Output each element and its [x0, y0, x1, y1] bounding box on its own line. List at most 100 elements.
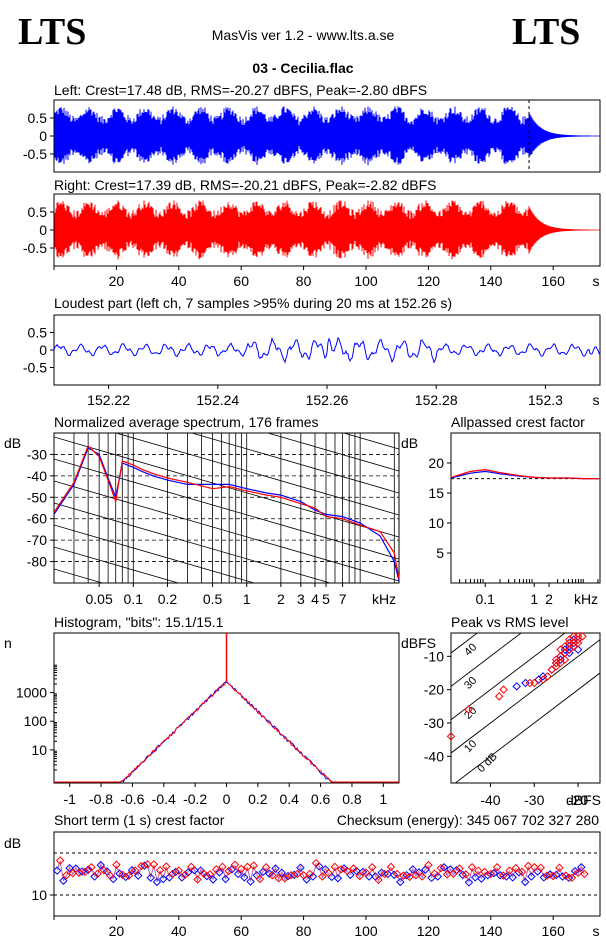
crest-point-right: [155, 865, 165, 875]
x-tick-label: 152.28: [415, 392, 458, 408]
short-term-crest-frame: [53, 831, 601, 917]
x-tick-label: 1: [243, 591, 251, 607]
slope-line: [190, 433, 399, 494]
x-unit-label: s: [593, 273, 600, 289]
crest-point-right: [505, 866, 514, 875]
y-tick-label: 0: [39, 222, 47, 238]
y-tick-label: 10: [31, 742, 47, 758]
x-tick-label: 160: [542, 923, 566, 939]
crest-point-right: [436, 863, 446, 873]
scatter-point-right: [543, 672, 552, 681]
x-tick-label: 60: [233, 923, 249, 939]
file-title: 03 - Cecilia.flac: [252, 60, 353, 76]
y-tick-label: -20: [424, 682, 444, 698]
x-tick-label: 0.4: [279, 791, 299, 807]
scatter-point-right: [494, 692, 504, 701]
lts-logo-right: LTS: [512, 11, 580, 53]
scatter-point-right: [573, 632, 583, 641]
x-tick-label: -30: [524, 792, 544, 808]
x-tick-label: 152.24: [196, 392, 239, 408]
x-tick-label: 120: [417, 273, 441, 289]
crest-point-left: [464, 878, 474, 887]
y-tick-label: 20: [428, 455, 444, 471]
x-tick-label: 5: [322, 591, 330, 607]
crest-point-right: [367, 863, 377, 872]
crest-point-right: [299, 871, 308, 880]
crest-point-right: [343, 866, 352, 876]
crest-point-left: [377, 868, 386, 877]
crest-point-right: [517, 867, 527, 877]
crest-point-left: [146, 873, 155, 883]
y-tick-label: 5: [436, 545, 444, 561]
checksum-annotation: Checksum (energy): 345 067 702 327 280: [337, 812, 599, 828]
short-term-ylabel: dB: [4, 835, 21, 851]
crest-point-right: [567, 873, 577, 883]
crest-point-right: [99, 865, 109, 875]
x-tick-label: 160: [542, 273, 566, 289]
crest-point-right: [74, 868, 84, 877]
crest-point-right: [80, 867, 90, 877]
crest-point-left: [477, 874, 486, 883]
crest-point-right: [405, 872, 414, 882]
crest-series-right: [450, 468, 600, 480]
y-tick-label: -0.5: [23, 146, 47, 162]
allpassed-crest-title: Allpassed crest factor: [451, 414, 585, 430]
crest-point-right: [230, 860, 240, 870]
crest-point-left: [470, 873, 480, 882]
x-tick-label: -0.6: [120, 791, 144, 807]
crest-point-left: [527, 872, 536, 881]
crest-point-right: [474, 866, 483, 875]
crest-point-right: [112, 860, 121, 870]
histogram-ylabel: n: [4, 635, 12, 651]
slope-line: [54, 546, 180, 583]
crest-point-right: [523, 861, 533, 871]
crest-point-right: [162, 862, 171, 871]
x-tick-label: 0.5: [203, 591, 223, 607]
spectrum-ylabel: dB: [4, 435, 21, 451]
crest-point-right: [330, 862, 340, 872]
crest-point-right: [449, 869, 458, 878]
crest-point-right: [424, 860, 433, 870]
x-tick-label: 2: [277, 591, 285, 607]
peak-vs-rms-frame: [450, 632, 601, 784]
crest-point-right: [168, 869, 177, 879]
crest-point-right: [548, 871, 558, 881]
crest-point-left: [221, 874, 230, 884]
crest-point-right: [293, 869, 302, 879]
x-tick-label: 20: [109, 923, 125, 939]
y-tick-label: -10: [424, 648, 444, 664]
y-tick-label: 1000: [16, 685, 47, 701]
x-unit-label: kHz: [574, 591, 598, 607]
peak-vs-rms-xlabel: dBFS: [566, 792, 601, 808]
crest-point-right: [93, 869, 102, 878]
x-tick-label: 20: [109, 273, 125, 289]
crest-point-left: [308, 872, 318, 881]
scatter-point-right: [499, 685, 508, 694]
crest-point-left: [552, 870, 561, 880]
y-tick-label: -0.5: [23, 360, 47, 376]
x-tick-label: 1: [530, 591, 538, 607]
slope-line: [266, 433, 399, 472]
crest-point-right: [486, 869, 496, 879]
crest-point-right: [480, 867, 489, 877]
crest-point-right: [199, 869, 209, 878]
crest-diagonal: [451, 633, 566, 721]
crest-diagonals: [451, 633, 600, 783]
short-term-crest-plot: 10 20 40 60 80 100 120 140 160 s: [31, 852, 600, 939]
x-unit-label: s: [593, 923, 600, 939]
crest-point-right: [349, 864, 358, 873]
crest-point-left: [333, 873, 343, 883]
crest-point-right: [361, 868, 371, 877]
crest-point-right: [555, 863, 564, 872]
spectrum-series-right: [53, 444, 400, 579]
crest-point-right: [243, 862, 252, 872]
slope-line: [54, 480, 399, 582]
crest-point-right: [130, 866, 140, 875]
crest-point-left: [433, 872, 443, 881]
crest-point-right: [62, 871, 71, 880]
crest-point-right: [455, 864, 464, 873]
allpassed-crest-frame: [450, 432, 601, 584]
crest-point-right: [249, 861, 258, 870]
x-tick-label: 40: [171, 273, 187, 289]
crest-diagonal: [451, 633, 522, 687]
